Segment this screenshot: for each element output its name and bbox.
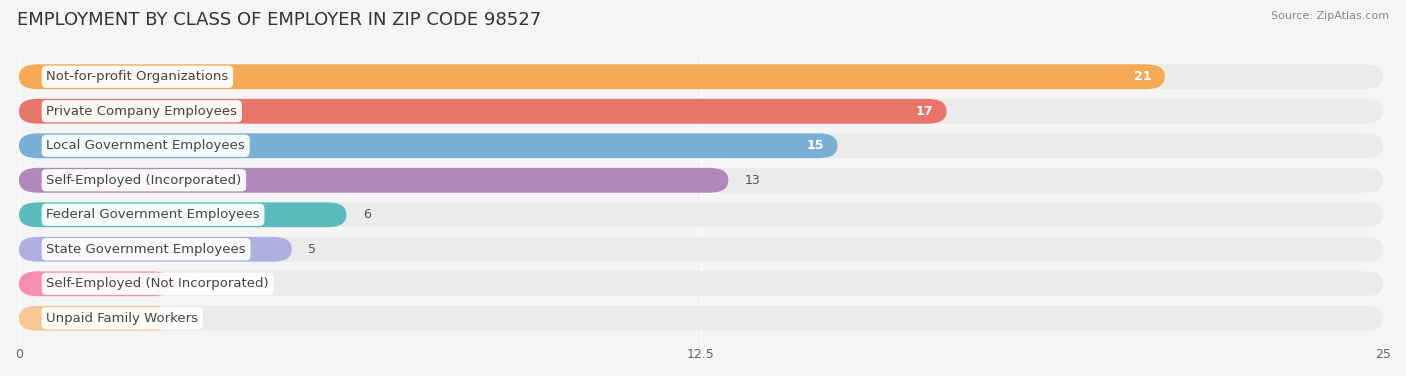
Text: 13: 13 bbox=[745, 174, 761, 187]
FancyBboxPatch shape bbox=[20, 64, 1164, 89]
FancyBboxPatch shape bbox=[20, 202, 346, 227]
Text: Self-Employed (Not Incorporated): Self-Employed (Not Incorporated) bbox=[46, 277, 269, 290]
Text: Self-Employed (Incorporated): Self-Employed (Incorporated) bbox=[46, 174, 242, 187]
Text: Federal Government Employees: Federal Government Employees bbox=[46, 208, 260, 221]
FancyBboxPatch shape bbox=[20, 99, 1384, 124]
FancyBboxPatch shape bbox=[20, 271, 1384, 296]
Text: State Government Employees: State Government Employees bbox=[46, 243, 246, 256]
Text: EMPLOYMENT BY CLASS OF EMPLOYER IN ZIP CODE 98527: EMPLOYMENT BY CLASS OF EMPLOYER IN ZIP C… bbox=[17, 11, 541, 29]
Text: Local Government Employees: Local Government Employees bbox=[46, 139, 245, 152]
Text: Unpaid Family Workers: Unpaid Family Workers bbox=[46, 312, 198, 325]
FancyBboxPatch shape bbox=[20, 202, 1384, 227]
FancyBboxPatch shape bbox=[20, 271, 172, 296]
Text: 15: 15 bbox=[806, 139, 824, 152]
FancyBboxPatch shape bbox=[20, 237, 1384, 262]
Text: Source: ZipAtlas.com: Source: ZipAtlas.com bbox=[1271, 11, 1389, 21]
FancyBboxPatch shape bbox=[20, 306, 1384, 331]
Text: 5: 5 bbox=[308, 243, 316, 256]
FancyBboxPatch shape bbox=[20, 168, 1384, 193]
Text: 0: 0 bbox=[188, 277, 197, 290]
FancyBboxPatch shape bbox=[20, 133, 1384, 158]
FancyBboxPatch shape bbox=[20, 64, 1384, 89]
FancyBboxPatch shape bbox=[20, 168, 728, 193]
FancyBboxPatch shape bbox=[20, 99, 946, 124]
Text: 17: 17 bbox=[915, 105, 934, 118]
FancyBboxPatch shape bbox=[20, 133, 838, 158]
Text: Not-for-profit Organizations: Not-for-profit Organizations bbox=[46, 70, 229, 83]
Text: Private Company Employees: Private Company Employees bbox=[46, 105, 238, 118]
FancyBboxPatch shape bbox=[20, 237, 292, 262]
FancyBboxPatch shape bbox=[20, 306, 172, 331]
Text: 21: 21 bbox=[1133, 70, 1152, 83]
Text: 0: 0 bbox=[188, 312, 197, 325]
Text: 6: 6 bbox=[363, 208, 371, 221]
